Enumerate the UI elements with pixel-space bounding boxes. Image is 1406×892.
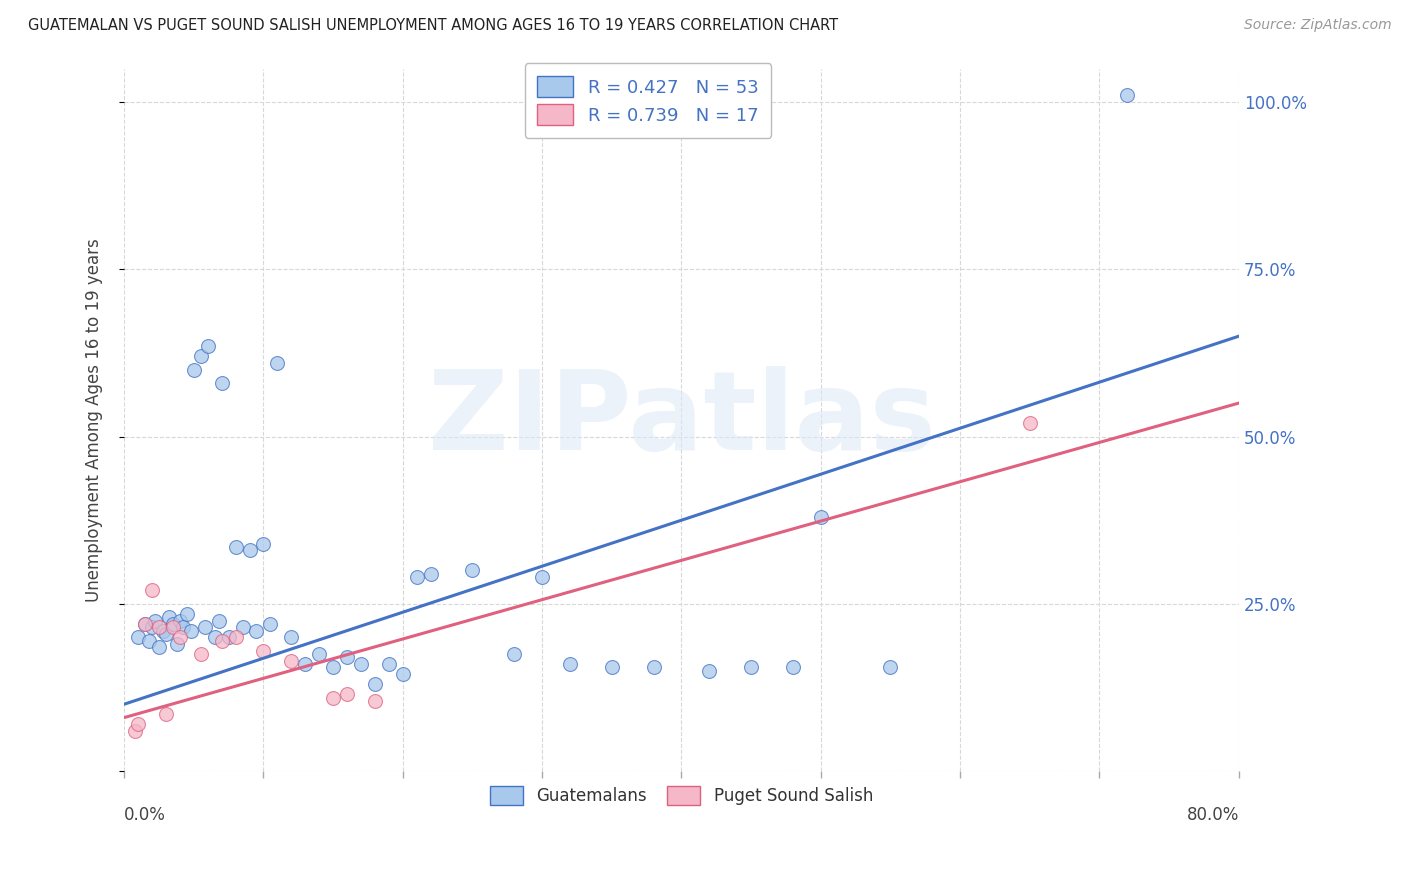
Point — [197, 339, 219, 353]
Legend: Guatemalans, Puget Sound Salish: Guatemalans, Puget Sound Salish — [484, 780, 880, 812]
Point — [419, 566, 441, 581]
Point — [127, 630, 149, 644]
Point — [378, 657, 401, 671]
Point — [558, 657, 581, 671]
Point — [134, 616, 156, 631]
Text: 80.0%: 80.0% — [1187, 806, 1239, 824]
Point — [280, 654, 302, 668]
Point — [461, 563, 484, 577]
Point — [166, 637, 188, 651]
Point — [183, 362, 205, 376]
Point — [141, 620, 163, 634]
Point — [350, 657, 373, 671]
Point — [155, 707, 177, 722]
Point — [172, 620, 194, 634]
Point — [211, 376, 233, 390]
Point — [245, 624, 267, 638]
Point — [782, 660, 804, 674]
Point — [232, 620, 254, 634]
Point — [176, 607, 198, 621]
Point — [194, 620, 217, 634]
Point — [157, 610, 180, 624]
Point — [148, 620, 170, 634]
Point — [503, 647, 526, 661]
Point — [280, 630, 302, 644]
Point — [266, 356, 288, 370]
Text: GUATEMALAN VS PUGET SOUND SALISH UNEMPLOYMENT AMONG AGES 16 TO 19 YEARS CORRELAT: GUATEMALAN VS PUGET SOUND SALISH UNEMPLO… — [28, 18, 838, 33]
Point — [405, 570, 427, 584]
Point — [391, 667, 413, 681]
Point — [740, 660, 762, 674]
Point — [141, 583, 163, 598]
Point — [1018, 416, 1040, 430]
Point — [155, 627, 177, 641]
Point — [252, 536, 274, 550]
Point — [294, 657, 316, 671]
Point — [1116, 88, 1139, 103]
Point — [190, 647, 212, 661]
Point — [322, 660, 344, 674]
Point — [134, 616, 156, 631]
Point — [238, 543, 260, 558]
Point — [322, 690, 344, 705]
Point — [225, 630, 247, 644]
Point — [600, 660, 623, 674]
Point — [336, 687, 359, 701]
Point — [162, 616, 184, 631]
Point — [162, 620, 184, 634]
Text: ZIPatlas: ZIPatlas — [427, 367, 935, 474]
Point — [152, 624, 174, 638]
Text: 0.0%: 0.0% — [124, 806, 166, 824]
Point — [531, 570, 554, 584]
Point — [211, 633, 233, 648]
Point — [180, 624, 202, 638]
Point — [364, 677, 387, 691]
Point — [127, 717, 149, 731]
Y-axis label: Unemployment Among Ages 16 to 19 years: Unemployment Among Ages 16 to 19 years — [86, 238, 103, 602]
Point — [204, 630, 226, 644]
Point — [124, 723, 146, 738]
Text: Source: ZipAtlas.com: Source: ZipAtlas.com — [1244, 18, 1392, 32]
Point — [810, 509, 832, 524]
Point — [169, 614, 191, 628]
Point — [879, 660, 901, 674]
Point — [208, 614, 231, 628]
Point — [218, 630, 240, 644]
Point — [190, 349, 212, 363]
Point — [225, 540, 247, 554]
Point — [148, 640, 170, 655]
Point — [697, 664, 720, 678]
Point — [643, 660, 665, 674]
Point — [138, 633, 160, 648]
Point — [252, 643, 274, 657]
Point — [169, 630, 191, 644]
Point — [308, 647, 330, 661]
Point — [336, 650, 359, 665]
Point — [259, 616, 281, 631]
Point — [364, 694, 387, 708]
Point — [143, 614, 166, 628]
